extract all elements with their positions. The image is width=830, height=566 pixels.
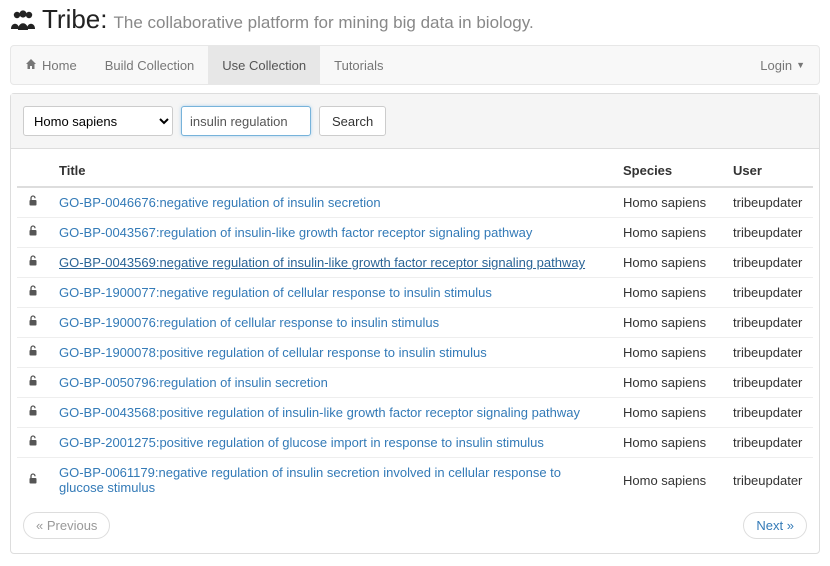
group-icon — [10, 9, 36, 31]
result-title-link[interactable]: GO-BP-2001275:positive regulation of glu… — [59, 435, 544, 450]
result-title-link[interactable]: GO-BP-0050796:regulation of insulin secr… — [59, 375, 328, 390]
species-select[interactable]: Homo sapiens — [23, 106, 173, 136]
unlock-icon — [17, 368, 49, 398]
result-species: Homo sapiens — [613, 218, 723, 248]
result-title-link[interactable]: GO-BP-1900077:negative regulation of cel… — [59, 285, 492, 300]
brand-header: Tribe: The collaborative platform for mi… — [0, 0, 830, 41]
result-title-link[interactable]: GO-BP-0061179:negative regulation of ins… — [59, 465, 561, 495]
result-species: Homo sapiens — [613, 308, 723, 338]
nav-login[interactable]: Login ▼ — [746, 46, 819, 84]
result-species: Homo sapiens — [613, 248, 723, 278]
search-button[interactable]: Search — [319, 106, 386, 136]
table-row: GO-BP-0043569:negative regulation of ins… — [17, 248, 813, 278]
pager: « Previous Next » — [11, 502, 819, 553]
unlock-icon — [17, 187, 49, 218]
result-title-link[interactable]: GO-BP-0043567:regulation of insulin-like… — [59, 225, 532, 240]
result-user: tribeupdater — [723, 248, 813, 278]
brand-title: Tribe: — [42, 4, 108, 35]
nav-label: Use Collection — [222, 58, 306, 73]
nav-label: Home — [42, 58, 77, 73]
nav-login-label: Login — [760, 58, 792, 73]
col-user: User — [723, 155, 813, 187]
unlock-icon — [17, 248, 49, 278]
result-user: tribeupdater — [723, 338, 813, 368]
result-species: Homo sapiens — [613, 368, 723, 398]
nav-use-collection[interactable]: Use Collection — [208, 46, 320, 84]
unlock-icon — [17, 338, 49, 368]
caret-down-icon: ▼ — [796, 60, 805, 70]
table-row: GO-BP-0050796:regulation of insulin secr… — [17, 368, 813, 398]
result-species: Homo sapiens — [613, 278, 723, 308]
unlock-icon — [17, 398, 49, 428]
unlock-icon — [17, 278, 49, 308]
result-user: tribeupdater — [723, 308, 813, 338]
table-row: GO-BP-0043568:positive regulation of ins… — [17, 398, 813, 428]
search-bar: Homo sapiens Search — [11, 94, 819, 149]
results-table: Title Species User GO-BP-0046676:negativ… — [17, 155, 813, 502]
result-species: Homo sapiens — [613, 458, 723, 503]
result-user: tribeupdater — [723, 218, 813, 248]
unlock-icon — [17, 458, 49, 503]
unlock-icon — [17, 308, 49, 338]
result-species: Homo sapiens — [613, 187, 723, 218]
result-title-link[interactable]: GO-BP-0046676:negative regulation of ins… — [59, 195, 381, 210]
nav-home[interactable]: Home — [11, 46, 91, 84]
search-input[interactable] — [181, 106, 311, 136]
next-button[interactable]: Next » — [743, 512, 807, 539]
result-species: Homo sapiens — [613, 398, 723, 428]
unlock-icon — [17, 428, 49, 458]
table-row: GO-BP-1900078:positive regulation of cel… — [17, 338, 813, 368]
table-row: GO-BP-1900077:negative regulation of cel… — [17, 278, 813, 308]
table-row: GO-BP-0046676:negative regulation of ins… — [17, 187, 813, 218]
result-user: tribeupdater — [723, 187, 813, 218]
result-title-link[interactable]: GO-BP-1900078:positive regulation of cel… — [59, 345, 487, 360]
col-species: Species — [613, 155, 723, 187]
result-species: Homo sapiens — [613, 428, 723, 458]
nav-label: Tutorials — [334, 58, 383, 73]
home-icon — [25, 58, 37, 73]
navbar: Home Build Collection Use Collection Tut… — [10, 45, 820, 85]
col-title: Title — [49, 155, 613, 187]
result-species: Homo sapiens — [613, 338, 723, 368]
result-user: tribeupdater — [723, 458, 813, 503]
table-row: GO-BP-1900076:regulation of cellular res… — [17, 308, 813, 338]
table-row: GO-BP-0043567:regulation of insulin-like… — [17, 218, 813, 248]
brand-tagline: The collaborative platform for mining bi… — [114, 13, 534, 33]
unlock-icon — [17, 218, 49, 248]
nav-build-collection[interactable]: Build Collection — [91, 46, 209, 84]
result-user: tribeupdater — [723, 278, 813, 308]
prev-button[interactable]: « Previous — [23, 512, 110, 539]
table-row: GO-BP-0061179:negative regulation of ins… — [17, 458, 813, 503]
nav-tutorials[interactable]: Tutorials — [320, 46, 397, 84]
main-panel: Homo sapiens Search Title Species User G… — [10, 93, 820, 554]
result-user: tribeupdater — [723, 398, 813, 428]
result-title-link[interactable]: GO-BP-0043568:positive regulation of ins… — [59, 405, 580, 420]
result-title-link[interactable]: GO-BP-1900076:regulation of cellular res… — [59, 315, 439, 330]
result-user: tribeupdater — [723, 428, 813, 458]
table-row: GO-BP-2001275:positive regulation of glu… — [17, 428, 813, 458]
nav-label: Build Collection — [105, 58, 195, 73]
result-title-link[interactable]: GO-BP-0043569:negative regulation of ins… — [59, 255, 585, 270]
result-user: tribeupdater — [723, 368, 813, 398]
